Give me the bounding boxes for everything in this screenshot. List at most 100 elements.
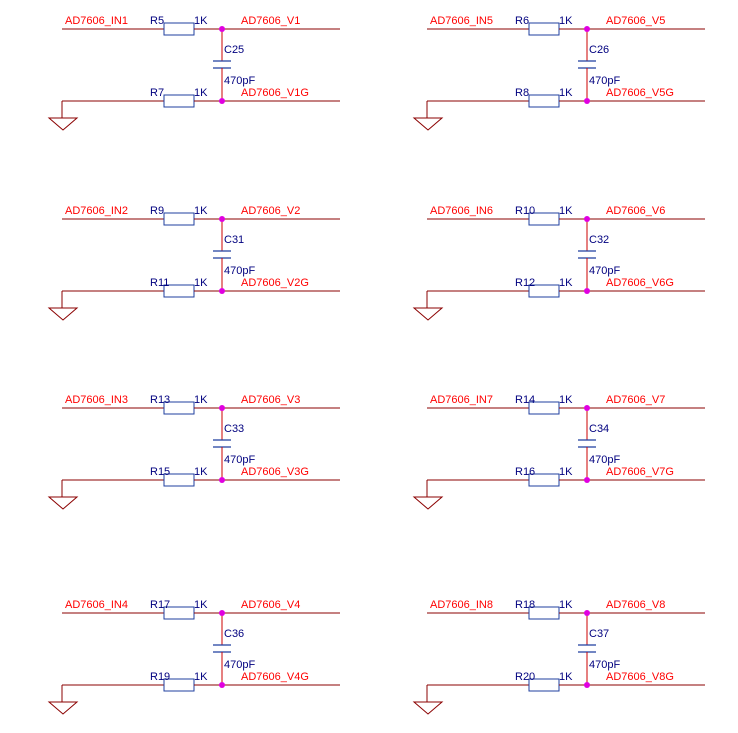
ground-icon bbox=[412, 496, 444, 510]
output-g-net-label: AD7606_V5G bbox=[606, 87, 674, 99]
rc-filter-block: AD7606_IN1 R5 1K AD7606_V1 C25 470pF R7 1K AD760… bbox=[47, 15, 340, 131]
ground-icon bbox=[412, 117, 444, 131]
output-net-label: AD7606_V1 bbox=[241, 15, 300, 27]
resistor-top-symbol bbox=[163, 22, 195, 36]
junction-dot bbox=[219, 682, 225, 688]
resistor-top-value: 1K bbox=[559, 205, 573, 217]
input-net-label: AD7606_IN4 bbox=[65, 599, 128, 611]
junction-dot bbox=[219, 216, 225, 222]
resistor-bottom-value: 1K bbox=[194, 277, 208, 289]
output-g-net-label: AD7606_V6G bbox=[606, 277, 674, 289]
capacitor-designator: C36 bbox=[224, 628, 244, 640]
output-net-label: AD7606_V5 bbox=[606, 15, 665, 27]
output-g-net-label: AD7606_V7G bbox=[606, 466, 674, 478]
resistor-top-value: 1K bbox=[559, 15, 573, 27]
resistor-top-designator: R6 bbox=[515, 15, 529, 27]
capacitor-value: 470pF bbox=[224, 75, 255, 87]
resistor-bottom-value: 1K bbox=[194, 671, 208, 683]
capacitor-designator: C33 bbox=[224, 423, 244, 435]
junction-dot bbox=[584, 477, 590, 483]
output-net-label: AD7606_V6 bbox=[606, 205, 665, 217]
resistor-bottom-symbol bbox=[163, 94, 195, 108]
capacitor-designator: C31 bbox=[224, 234, 244, 246]
rc-filter-block: AD7606_IN5 R6 1K AD7606_V5 C26 470pF R8 1K AD760… bbox=[412, 15, 705, 131]
resistor-top-value: 1K bbox=[194, 205, 208, 217]
resistor-top-value: 1K bbox=[194, 394, 208, 406]
junction-dot bbox=[584, 288, 590, 294]
resistor-top-value: 1K bbox=[559, 394, 573, 406]
resistor-top-designator: R5 bbox=[150, 15, 164, 27]
ground-icon bbox=[47, 496, 79, 510]
resistor-bottom-value: 1K bbox=[194, 87, 208, 99]
rc-filter-block: AD7606_IN7 R14 1K AD7606_V7 C34 470pF R16 1K AD7… bbox=[412, 394, 705, 510]
capacitor-designator: C32 bbox=[589, 234, 609, 246]
input-net-label: AD7606_IN6 bbox=[430, 205, 493, 217]
junction-dot bbox=[584, 682, 590, 688]
resistor-bottom-designator: R11 bbox=[150, 277, 169, 289]
resistor-bottom-value: 1K bbox=[559, 87, 573, 99]
junction-dot bbox=[219, 98, 225, 104]
capacitor-value: 470pF bbox=[589, 265, 620, 277]
resistor-bottom-value: 1K bbox=[559, 671, 573, 683]
resistor-bottom-designator: R19 bbox=[150, 671, 170, 683]
resistor-top-designator: R14 bbox=[515, 394, 535, 406]
output-g-net-label: AD7606_V1G bbox=[241, 87, 309, 99]
rc-filter-block: AD7606_IN3 R13 1K AD7606_V3 C33 470pF R15 1K AD7… bbox=[47, 394, 340, 510]
rc-filter-block: AD7606_IN8 R18 1K AD7606_V8 C37 470pF R20 1K AD7… bbox=[412, 599, 705, 715]
capacitor-value: 470pF bbox=[224, 454, 255, 466]
input-net-label: AD7606_IN5 bbox=[430, 15, 493, 27]
junction-dot bbox=[219, 610, 225, 616]
resistor-top-value: 1K bbox=[194, 599, 208, 611]
output-net-label: AD7606_V7 bbox=[606, 394, 665, 406]
capacitor-value: 470pF bbox=[224, 659, 255, 671]
capacitor-designator: C34 bbox=[589, 423, 609, 435]
junction-dot bbox=[219, 405, 225, 411]
output-g-net-label: AD7606_V2G bbox=[241, 277, 309, 289]
capacitor-designator: C37 bbox=[589, 628, 609, 640]
output-net-label: AD7606_V4 bbox=[241, 599, 300, 611]
resistor-top-designator: R9 bbox=[150, 205, 164, 217]
capacitor-value: 470pF bbox=[589, 659, 620, 671]
resistor-top-symbol bbox=[528, 22, 560, 36]
output-g-net-label: AD7606_V4G bbox=[241, 671, 309, 683]
resistor-bottom-designator: R15 bbox=[150, 466, 170, 478]
resistor-bottom-designator: R20 bbox=[515, 671, 535, 683]
input-net-label: AD7606_IN8 bbox=[430, 599, 493, 611]
input-net-label: AD7606_IN7 bbox=[430, 394, 493, 406]
capacitor-value: 470pF bbox=[589, 454, 620, 466]
resistor-bottom-designator: R12 bbox=[515, 277, 535, 289]
input-net-label: AD7606_IN2 bbox=[65, 205, 128, 217]
junction-dot bbox=[584, 405, 590, 411]
capacitor-designator: C25 bbox=[224, 44, 244, 56]
ground-icon bbox=[47, 701, 79, 715]
resistor-bottom-symbol bbox=[528, 94, 560, 108]
resistor-bottom-designator: R8 bbox=[515, 87, 529, 99]
resistor-bottom-designator: R7 bbox=[150, 87, 164, 99]
ground-icon bbox=[412, 307, 444, 321]
input-net-label: AD7606_IN3 bbox=[65, 394, 128, 406]
resistor-bottom-value: 1K bbox=[194, 466, 208, 478]
resistor-bottom-value: 1K bbox=[559, 466, 573, 478]
input-net-label: AD7606_IN1 bbox=[65, 15, 128, 27]
resistor-top-designator: R10 bbox=[515, 205, 535, 217]
junction-dot bbox=[219, 26, 225, 32]
resistor-top-designator: R17 bbox=[150, 599, 170, 611]
output-net-label: AD7606_V2 bbox=[241, 205, 300, 217]
junction-dot bbox=[219, 288, 225, 294]
capacitor-value: 470pF bbox=[224, 265, 255, 277]
resistor-top-designator: R18 bbox=[515, 599, 535, 611]
output-net-label: AD7606_V3 bbox=[241, 394, 300, 406]
resistor-top-symbol bbox=[163, 212, 195, 226]
output-g-net-label: AD7606_V8G bbox=[606, 671, 674, 683]
junction-dot bbox=[584, 216, 590, 222]
ground-icon bbox=[47, 117, 79, 131]
output-net-label: AD7606_V8 bbox=[606, 599, 665, 611]
resistor-top-value: 1K bbox=[194, 15, 208, 27]
junction-dot bbox=[584, 610, 590, 616]
junction-dot bbox=[584, 26, 590, 32]
junction-dot bbox=[584, 98, 590, 104]
capacitor-value: 470pF bbox=[589, 75, 620, 87]
output-g-net-label: AD7606_V3G bbox=[241, 466, 309, 478]
resistor-top-designator: R13 bbox=[150, 394, 170, 406]
